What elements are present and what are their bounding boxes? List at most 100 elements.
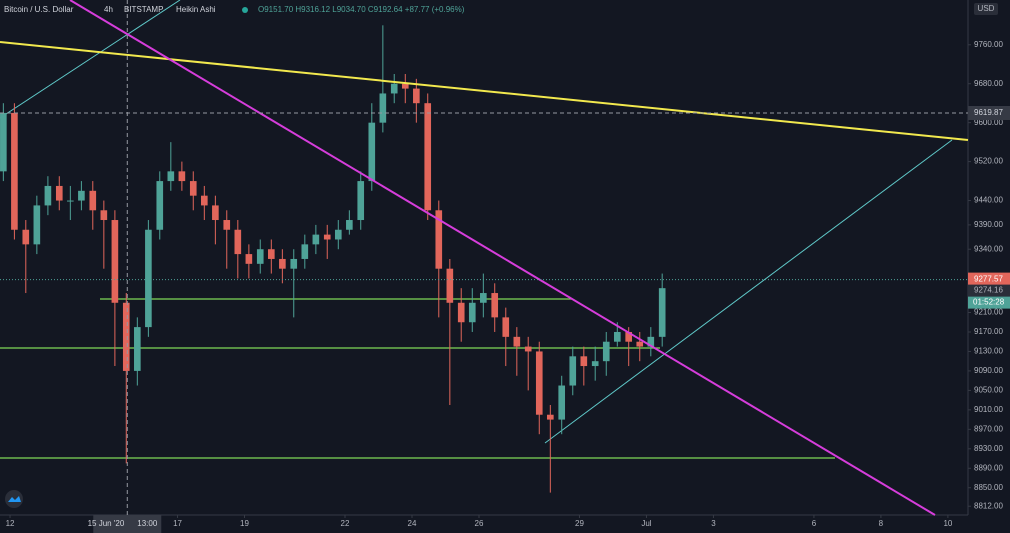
currency-box[interactable] bbox=[974, 3, 998, 15]
y-tick-label: 8812.00 bbox=[974, 501, 1003, 510]
plot bbox=[0, 25, 666, 493]
candle-body bbox=[569, 356, 577, 386]
candle-body bbox=[524, 346, 532, 352]
countdown-box bbox=[968, 296, 1010, 309]
trend-line bbox=[0, 0, 181, 119]
y-tick-label: 8890.00 bbox=[974, 463, 1003, 472]
x-tick-label: Jul bbox=[641, 519, 651, 528]
candle-body bbox=[245, 254, 253, 264]
y-tick-label: 9600.00 bbox=[974, 118, 1003, 127]
y-tick-label: 8850.00 bbox=[974, 483, 1003, 492]
x-tick-label: 6 bbox=[812, 519, 817, 528]
x-tick-label: 26 bbox=[475, 519, 484, 528]
drawings-top bbox=[0, 0, 969, 516]
candle-body bbox=[22, 229, 30, 245]
candle-body bbox=[658, 288, 666, 337]
candle-body bbox=[156, 181, 164, 230]
y-tick-label: 9090.00 bbox=[974, 366, 1003, 375]
candle-body bbox=[334, 229, 342, 240]
candle-body bbox=[435, 210, 443, 269]
candle-body bbox=[368, 122, 376, 182]
x-tick-label: 19 bbox=[240, 519, 249, 528]
y-tick-label: 9680.00 bbox=[974, 79, 1003, 88]
candle-body bbox=[33, 205, 41, 245]
candle-body bbox=[647, 336, 655, 347]
candle-body bbox=[290, 258, 298, 269]
last-price: 9277.57 bbox=[974, 275, 1003, 284]
y-tick-label: 9390.00 bbox=[974, 220, 1003, 229]
x-tick-label: 24 bbox=[408, 519, 417, 528]
trend-line bbox=[69, 0, 936, 516]
countdown: 01:52:28 bbox=[973, 298, 1005, 307]
crosshair-date: 15 Jun '20 bbox=[88, 519, 125, 528]
candle-body bbox=[591, 361, 599, 367]
candle-body bbox=[212, 205, 219, 221]
candle-body bbox=[547, 414, 554, 420]
candle-body bbox=[457, 302, 465, 323]
logo-icon bbox=[8, 496, 21, 502]
candle-body bbox=[78, 190, 85, 201]
candle-body bbox=[513, 336, 521, 347]
candle-body bbox=[134, 327, 141, 371]
candle-body bbox=[379, 93, 387, 123]
candle-body bbox=[502, 317, 510, 337]
x-tick-label: 10 bbox=[943, 519, 952, 528]
candle-body bbox=[558, 385, 566, 420]
x-tick-label: 12 bbox=[6, 519, 15, 528]
candle-body bbox=[625, 331, 633, 342]
chart-style: Heikin Ashi bbox=[176, 5, 216, 14]
trend-line bbox=[544, 139, 953, 444]
y-tick-label: 9010.00 bbox=[974, 405, 1003, 414]
y-tick-label: 9440.00 bbox=[974, 196, 1003, 205]
candle-body bbox=[67, 200, 74, 202]
drawings bbox=[0, 0, 953, 459]
candle-body bbox=[234, 229, 242, 255]
candle-body bbox=[346, 220, 353, 230]
x-tick-label: 3 bbox=[711, 519, 716, 528]
y-tick-label: 9760.00 bbox=[974, 40, 1003, 49]
interval: 4h bbox=[104, 5, 113, 14]
y-tick-label: 8930.00 bbox=[974, 444, 1003, 453]
x-tick-label: 22 bbox=[341, 519, 350, 528]
crosshair-price: 9619.87 bbox=[974, 108, 1003, 117]
y-tick-label: 8970.00 bbox=[974, 424, 1003, 433]
candle-body bbox=[613, 331, 621, 342]
candle-body bbox=[201, 195, 208, 206]
candle-body bbox=[189, 181, 197, 196]
candle-body bbox=[424, 103, 432, 211]
candle-body bbox=[100, 210, 108, 221]
candle-body bbox=[357, 181, 365, 221]
candle-body bbox=[145, 229, 152, 328]
resistance-line bbox=[0, 41, 969, 141]
y-tick-label: 9210.00 bbox=[974, 308, 1003, 317]
candle-body bbox=[480, 293, 487, 303]
candle-body bbox=[580, 356, 588, 367]
candle-body bbox=[323, 234, 331, 240]
candle-body bbox=[413, 88, 420, 104]
y-tick-label: 9170.00 bbox=[974, 327, 1003, 336]
x-tick-label: 8 bbox=[879, 519, 884, 528]
currency[interactable]: USD bbox=[978, 4, 995, 13]
x-tick-label: 29 bbox=[575, 519, 584, 528]
y-tick-label: 9050.00 bbox=[974, 385, 1003, 394]
mark-price-box bbox=[968, 284, 1010, 297]
candle-body bbox=[636, 341, 644, 347]
candle-body bbox=[89, 190, 97, 211]
mark-price: 9274.16 bbox=[974, 286, 1003, 295]
candle-body bbox=[223, 220, 231, 230]
y-tick-label: 9130.00 bbox=[974, 347, 1003, 356]
y-tick-label: 9520.00 bbox=[974, 157, 1003, 166]
candle-body bbox=[44, 185, 52, 206]
candle-body bbox=[178, 171, 186, 182]
candle-body bbox=[55, 185, 63, 201]
candle-body bbox=[312, 234, 320, 245]
candle-body bbox=[111, 220, 119, 303]
candle-body bbox=[11, 112, 18, 230]
crosshair-price-box bbox=[968, 105, 1010, 120]
status-dot bbox=[242, 7, 248, 13]
crosshair-date-box bbox=[93, 515, 162, 533]
candle-body bbox=[301, 244, 309, 259]
candle-body bbox=[390, 83, 398, 94]
